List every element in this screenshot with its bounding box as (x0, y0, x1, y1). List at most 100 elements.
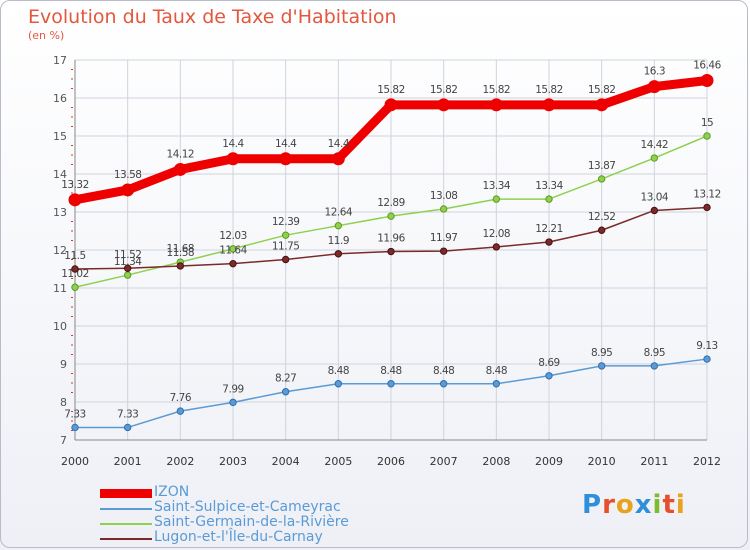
logo-letter: t (662, 490, 676, 520)
logo-letter: x (634, 490, 653, 520)
data-point (700, 74, 714, 88)
data-label: 15.82 (535, 84, 563, 96)
data-point (439, 247, 448, 255)
data-point (281, 255, 290, 264)
data-point (492, 243, 501, 251)
data-point (121, 183, 135, 197)
data-point (492, 195, 501, 203)
data-point (281, 388, 290, 396)
data-label: 12.52 (588, 211, 616, 223)
data-label: 13.87 (588, 160, 616, 172)
data-label: 11.64 (219, 245, 247, 257)
data-point (545, 195, 553, 203)
data-point (173, 162, 187, 176)
data-label: 7.99 (222, 383, 243, 395)
x-tick-label: 2009 (535, 455, 563, 468)
legend-swatch (100, 508, 152, 510)
data-point (334, 250, 343, 258)
data-point (545, 238, 553, 246)
data-point (123, 264, 132, 272)
data-point (492, 380, 501, 388)
x-tick-label: 2003 (219, 455, 247, 468)
data-label: 14.12 (167, 148, 195, 160)
y-tick-label: 7 (60, 434, 67, 447)
data-label: 8.48 (380, 365, 401, 377)
data-label: 11.52 (114, 249, 142, 261)
chart-unit-label: (en %) (28, 29, 65, 42)
data-point (650, 154, 659, 162)
data-label: 11.75 (272, 241, 300, 253)
x-tick-label: 2002 (166, 455, 194, 468)
data-point (71, 423, 79, 432)
data-label: 11.58 (167, 247, 195, 259)
chart-title: Evolution du Taux de Taxe d'Habitation (28, 6, 397, 28)
data-label: 11.34 (114, 256, 142, 268)
y-tick-label: 10 (53, 320, 67, 333)
data-label: 8.69 (538, 357, 559, 369)
y-tick-label: 8 (60, 396, 67, 409)
data-point (387, 380, 395, 388)
legend-label: IZON (154, 484, 190, 500)
data-label: 11.5 (64, 250, 85, 262)
data-label: 14.42 (641, 139, 669, 151)
data-point (650, 362, 659, 370)
data-point (71, 283, 79, 291)
data-point (439, 380, 448, 388)
data-point (597, 362, 606, 370)
legend-swatch (100, 523, 152, 525)
data-point (123, 271, 132, 279)
data-point (595, 98, 609, 112)
data-point (334, 380, 343, 388)
data-label: 16.46 (693, 60, 721, 72)
data-point (597, 226, 606, 234)
y-tick-label: 15 (53, 130, 67, 143)
data-label: 11.97 (430, 232, 458, 244)
data-label: 16.3 (644, 66, 665, 78)
data-point (123, 423, 132, 432)
data-point (703, 203, 711, 212)
data-point (542, 98, 556, 112)
legend: IZON Saint-Sulpice-et-Cameyrac Saint-Germa… (100, 484, 400, 546)
data-point (437, 98, 451, 112)
data-point (439, 205, 448, 213)
data-label: 11.02 (61, 268, 89, 280)
y-tick-label: 9 (60, 358, 67, 371)
data-point (229, 398, 237, 407)
data-point (68, 193, 82, 207)
data-point (489, 98, 503, 112)
data-point (647, 80, 661, 94)
data-point (597, 175, 606, 183)
data-label: 14.4 (222, 138, 244, 150)
data-label: 15.82 (588, 84, 616, 96)
data-label: 15 (701, 117, 713, 129)
data-point (279, 152, 293, 166)
data-label: 15.82 (377, 84, 405, 96)
legend-label: Lugon-et-l'Île-du-Carnay (154, 529, 323, 545)
legend-swatch (100, 489, 152, 498)
proxiti-logo: Proxiti (582, 490, 686, 520)
x-tick-label: 2005 (324, 455, 352, 468)
data-point (176, 407, 185, 415)
series-1: 7.33 7.33 7.76 7.99 8.27 8.48 8.48 8.48 8.48 8.69… (64, 340, 718, 432)
data-point (226, 152, 240, 166)
data-label: 8.95 (591, 347, 612, 359)
x-tick-label: 2011 (640, 455, 668, 468)
x-tick-label: 2004 (272, 455, 300, 468)
data-label: 12.21 (535, 223, 563, 235)
data-point (387, 247, 395, 256)
axes: 7 8 9 10 11 12 13 14 15 16 17 2000 2001 2002 2003 2004 2… (53, 54, 721, 468)
data-label: 13.34 (483, 180, 511, 192)
data-label: 15.82 (483, 84, 511, 96)
data-label: 9.13 (696, 340, 717, 352)
data-label: 13.34 (535, 180, 563, 192)
legend-swatch (100, 538, 152, 540)
data-point (650, 206, 659, 215)
data-label: 12.39 (272, 216, 300, 228)
data-label: 7.33 (117, 408, 138, 420)
data-label: 8.27 (275, 373, 296, 385)
data-label: 8.48 (433, 365, 454, 377)
y-tick-label: 13 (53, 206, 67, 219)
data-point (331, 152, 345, 166)
data-label: 13.04 (641, 191, 669, 203)
data-label: 7.76 (170, 392, 192, 404)
